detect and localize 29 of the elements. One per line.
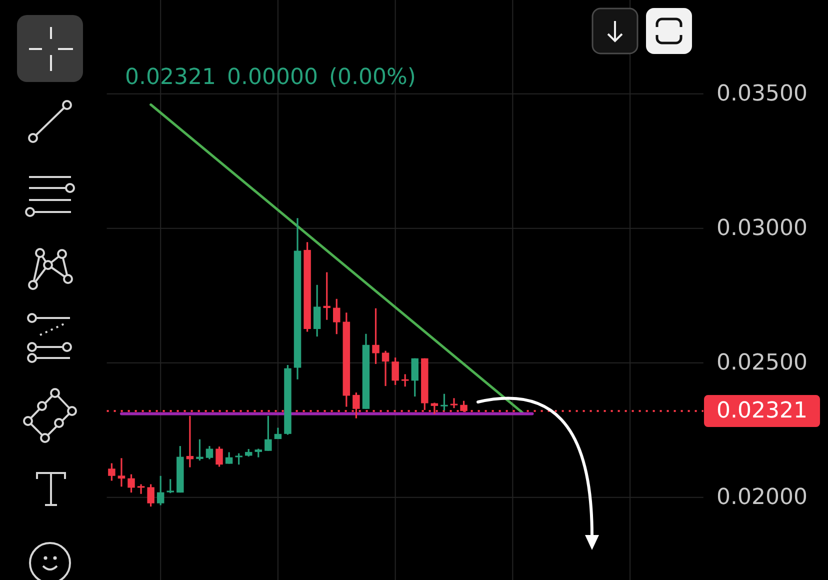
candlestick [450,397,458,409]
y-tick-label: 0.02000 [716,484,808,510]
y-tick-label: 0.03500 [716,81,808,106]
candlestick [264,415,272,452]
candlestick [382,350,390,387]
candlestick [156,475,164,506]
candlestick [225,451,233,465]
candlestick [440,393,448,412]
candlestick [372,307,380,365]
candlestick [206,445,214,460]
candlestick [186,415,194,468]
annotation: 0.02321 0.00000 (0.00%) [125,65,416,90]
ref-line-label: 0.02321 [716,398,808,424]
candlestick [323,271,330,321]
candlestick [392,356,399,386]
candlestick [128,473,135,494]
candlestick [118,457,126,488]
y-tick-label: 0.03000 [716,216,808,241]
candlestick [216,446,223,468]
candlestick [401,373,409,388]
candlestick [196,438,204,462]
candlestick [166,478,174,494]
candlestick [313,284,321,338]
candlestick [411,358,418,398]
candlestick [147,483,154,508]
candlestick [333,298,340,335]
candlestick [235,452,242,466]
y-tick-label: 0.02500 [716,350,808,376]
candlestick [108,462,116,482]
